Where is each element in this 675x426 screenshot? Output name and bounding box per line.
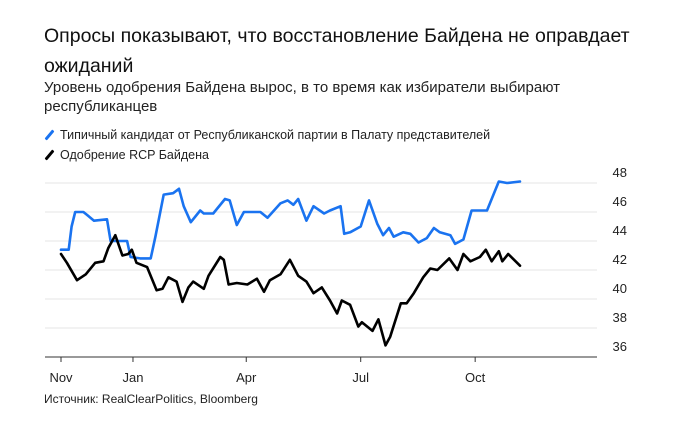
chart-subtitle: Уровень одобрения Байдена вырос, в то вр…: [44, 79, 561, 115]
y-tick-label: 36: [613, 339, 627, 354]
legend-label-gop: Типичный кандидат от Республиканской пар…: [60, 128, 491, 142]
source-note: Источник: RealClearPolitics, Bloomberg: [44, 392, 258, 406]
x-tick-label: Apr: [236, 370, 257, 385]
x-tick-label: Jul: [352, 370, 369, 385]
x-tick-label: Oct: [465, 370, 486, 385]
y-tick-label: 42: [613, 252, 627, 267]
legend-item-gop: Типичный кандидат от Республиканской пар…: [44, 125, 490, 145]
chart-title: Опросы показывают, что восстановление Ба…: [44, 25, 630, 77]
legend-item-biden: Одобрение RCP Байдена: [44, 145, 490, 165]
legend-label-biden: Одобрение RCP Байдена: [60, 148, 209, 162]
series-line-gop-candidate: [59, 180, 522, 260]
y-tick-label: 40: [613, 281, 627, 296]
legend: Типичный кандидат от Республиканской пар…: [44, 125, 490, 165]
y-tick-label: 38: [613, 310, 627, 325]
x-tick-label: Nov: [49, 370, 73, 385]
y-tick-label: 46: [613, 194, 627, 209]
y-tick-label: 44: [613, 223, 627, 238]
series-line-biden-approval: [59, 233, 522, 347]
y-tick-label: 48: [613, 165, 627, 180]
x-tick-label: Jan: [122, 370, 143, 385]
